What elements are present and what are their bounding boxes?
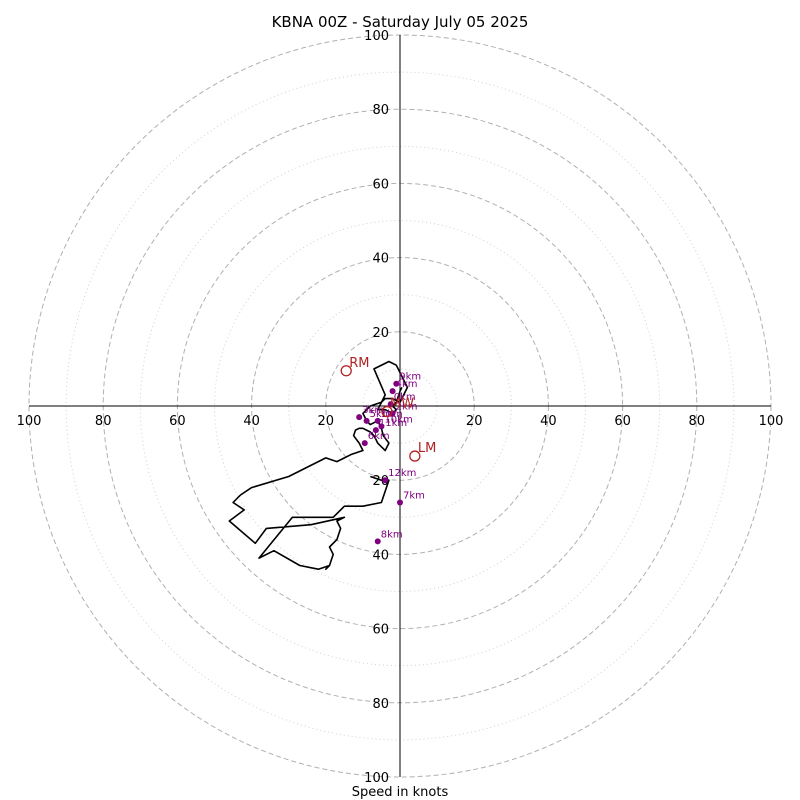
y-tick-label: 40 bbox=[372, 252, 389, 267]
height-label-4km: 4km bbox=[396, 379, 418, 390]
y-tick-label: 100 bbox=[364, 771, 389, 786]
height-label-0km: 0km bbox=[394, 392, 416, 403]
height-label-2km: 2km bbox=[396, 401, 418, 412]
x-tick-label: 60 bbox=[169, 414, 186, 429]
height-marker-6km bbox=[361, 440, 368, 447]
height-label-9km: 9km bbox=[399, 372, 421, 383]
y-tick-label: 80 bbox=[372, 697, 389, 712]
x-axis-label: Speed in knots bbox=[352, 785, 449, 800]
height-marker-5km bbox=[363, 417, 370, 424]
storm-motion-marker-lm bbox=[409, 450, 421, 462]
hodograph-trace bbox=[228, 360, 409, 571]
x-tick-label: 60 bbox=[614, 414, 631, 429]
storm-motion-markers: RM LM MW bbox=[340, 356, 436, 462]
height-label-3km: 3km bbox=[362, 405, 384, 416]
height-marker-8km bbox=[374, 538, 381, 545]
height-marker-0km bbox=[387, 401, 394, 408]
x-tick-label: 40 bbox=[243, 414, 260, 429]
storm-motion-label-rm: RM bbox=[349, 356, 369, 371]
height-marker-1km bbox=[374, 417, 381, 424]
height-label-8km: 8km bbox=[381, 529, 403, 540]
height-marker-10km bbox=[378, 423, 385, 430]
x-tick-label: 80 bbox=[689, 414, 706, 429]
storm-motion-marker-mw bbox=[381, 405, 393, 418]
height-label-12km: 12km bbox=[388, 468, 416, 479]
storm-motion-marker-rm bbox=[340, 365, 352, 377]
x-tick-label: 40 bbox=[540, 414, 557, 429]
height-label-5km: 5km bbox=[370, 409, 392, 420]
y-tick-label: 60 bbox=[372, 623, 389, 638]
height-marker-11km bbox=[372, 427, 379, 434]
x-tick-label: 20 bbox=[318, 414, 335, 429]
height-marker-4km bbox=[389, 388, 396, 395]
y-tick-label: 40 bbox=[372, 548, 389, 563]
height-marker-9km bbox=[393, 380, 400, 387]
storm-motion-label-mw: MW bbox=[390, 397, 414, 412]
tick-labels: 100 80 60 40 20 20 40 60 80 100100806040202040608… bbox=[17, 29, 784, 786]
height-label-6km: 6km bbox=[368, 431, 390, 442]
storm-motion-label-lm: LM bbox=[418, 441, 436, 456]
chart-title: KBNA 00Z - Saturday July 05 2025 bbox=[272, 13, 529, 31]
hodograph-line-0 bbox=[228, 360, 409, 571]
x-tick-label: 20 bbox=[466, 414, 483, 429]
x-tick-label: 100 bbox=[759, 414, 784, 429]
y-tick-label: 20 bbox=[372, 326, 389, 341]
y-tick-label: 60 bbox=[372, 177, 389, 192]
x-tick-label: 80 bbox=[95, 414, 112, 429]
height-label-11km: 11km bbox=[379, 418, 407, 429]
height-label-10km: 10km bbox=[384, 414, 412, 425]
height-label-7km: 7km bbox=[403, 490, 425, 501]
x-tick-label: 100 bbox=[17, 414, 42, 429]
height-marker-7km bbox=[397, 499, 403, 506]
axes bbox=[29, 35, 771, 777]
y-tick-label: 80 bbox=[372, 103, 389, 118]
height-marker-3km bbox=[356, 414, 363, 421]
y-tick-label: 100 bbox=[364, 29, 389, 44]
height-marker-12km bbox=[382, 477, 389, 484]
